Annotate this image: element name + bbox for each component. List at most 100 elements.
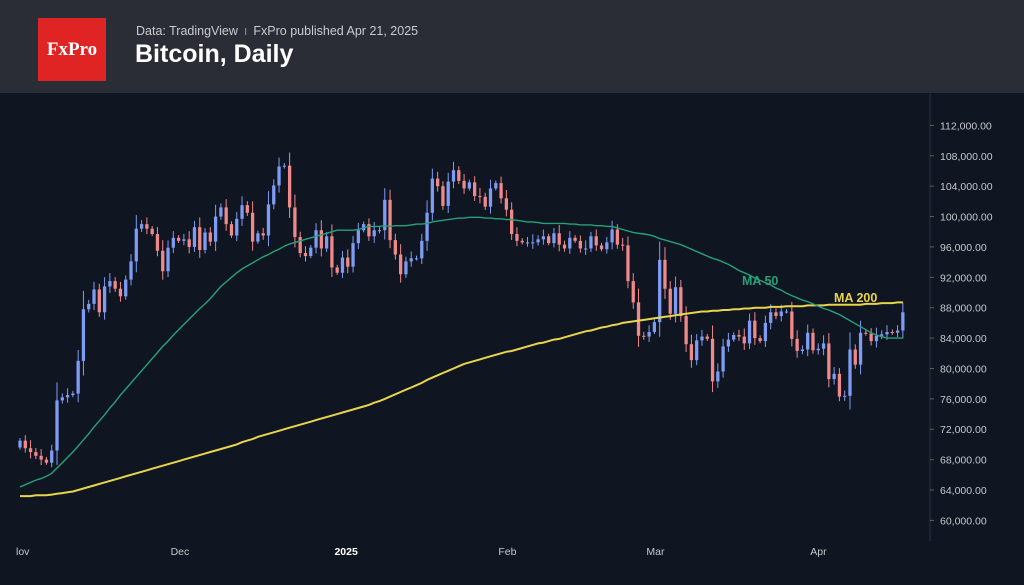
candle-down (663, 259, 667, 289)
x-tick-label: Feb (498, 546, 516, 558)
candle-down (795, 338, 799, 352)
candle-up (129, 261, 133, 280)
candle-up (874, 335, 879, 342)
candle-down (668, 288, 672, 314)
candle-down (679, 287, 683, 317)
candle-down (710, 338, 715, 382)
ma200-label: MA 200 (834, 291, 877, 305)
candle-down (462, 180, 466, 189)
candle-up (525, 242, 530, 244)
candle-down (224, 207, 228, 225)
candle-up (92, 289, 96, 304)
candle-up (409, 258, 413, 262)
candle-up (356, 230, 360, 244)
data-source: Data: TradingView (136, 24, 238, 38)
candle-up (377, 230, 382, 232)
candle-up (324, 236, 329, 249)
candle-down (705, 336, 709, 339)
candle-up (383, 199, 387, 231)
candle-up (784, 311, 789, 313)
published-date: FxPro published Apr 21, 2025 (253, 24, 419, 38)
candle-up (192, 227, 197, 247)
candle-down (890, 332, 894, 334)
candle-up (716, 371, 720, 382)
candle-up (102, 286, 107, 313)
y-tick-label: 96,000.00 (940, 242, 987, 254)
candle-down (636, 302, 641, 336)
candle-up (282, 165, 286, 167)
candle-down (44, 459, 49, 463)
candle-down (229, 224, 234, 236)
y-tick-label: 64,000.00 (940, 485, 987, 497)
candle-down (388, 199, 392, 241)
candle-down (23, 440, 27, 449)
candle-up (821, 343, 826, 349)
candle-up (219, 207, 223, 217)
candle-up (81, 309, 86, 361)
candle-down (689, 344, 694, 361)
candle-up (880, 334, 884, 336)
publication-info: Data: TradingView ı FxPro published Apr 21… (136, 24, 418, 38)
candle-up (816, 348, 820, 351)
candle-up (351, 243, 355, 267)
header-bar: FxPro Data: TradingView ı FxPro published … (0, 0, 1024, 93)
candle-up (372, 230, 376, 237)
candle-down (626, 245, 630, 282)
candle-up (256, 233, 260, 242)
candle-up (673, 287, 678, 314)
candle-down (510, 209, 514, 235)
candle-up (430, 178, 434, 213)
candle-up (843, 395, 847, 397)
candle-down (393, 240, 397, 255)
x-tick-label: lov (16, 546, 30, 558)
ma50-label: MA 50 (742, 274, 778, 288)
candle-up (858, 332, 863, 365)
candle-down (499, 183, 503, 199)
x-tick-label: Dec (171, 546, 190, 558)
candle-down (187, 239, 191, 247)
candlestick-series (18, 152, 905, 468)
candle-up (658, 259, 662, 323)
x-tick-label: Apr (810, 546, 827, 558)
candle-up (314, 230, 318, 248)
candle-up (166, 247, 170, 272)
candle-up (695, 340, 699, 361)
candle-down (319, 230, 323, 249)
candle-down (398, 254, 403, 275)
candle-up (124, 279, 128, 297)
candle-up (134, 228, 138, 262)
candle-up (340, 257, 345, 273)
candle-down (557, 233, 561, 245)
candle-up (425, 212, 429, 241)
x-tick-label: 2025 (334, 546, 358, 558)
candle-down (293, 207, 297, 238)
candle-up (76, 360, 80, 394)
candle-up (779, 311, 783, 317)
candle-up (610, 229, 614, 243)
candle-up (806, 332, 810, 350)
y-axis: 112,000.00 108,000.00 104,000.00 100,000.00… (930, 120, 993, 527)
candle-down (504, 198, 509, 210)
candle-down (520, 240, 524, 243)
candle-up (55, 400, 59, 451)
candle-up (240, 205, 244, 219)
candle-up (404, 261, 408, 275)
candle-up (235, 218, 239, 236)
y-tick-label: 68,000.00 (940, 455, 987, 467)
candle-down (737, 335, 741, 337)
chart-title: Bitcoin, Daily (135, 40, 294, 68)
candle-up (769, 312, 773, 323)
candle-down (621, 244, 625, 246)
candle-down (113, 281, 117, 289)
candle-down (298, 237, 302, 254)
candle-down (758, 338, 762, 342)
candle-down (118, 288, 123, 297)
y-tick-label: 84,000.00 (940, 333, 987, 345)
candle-up (721, 346, 725, 372)
candle-down (478, 196, 482, 198)
y-tick-label: 72,000.00 (940, 424, 987, 436)
candle-down (155, 234, 160, 251)
candle-down (39, 455, 43, 460)
candle-up (700, 336, 704, 341)
candle-up (541, 236, 546, 240)
